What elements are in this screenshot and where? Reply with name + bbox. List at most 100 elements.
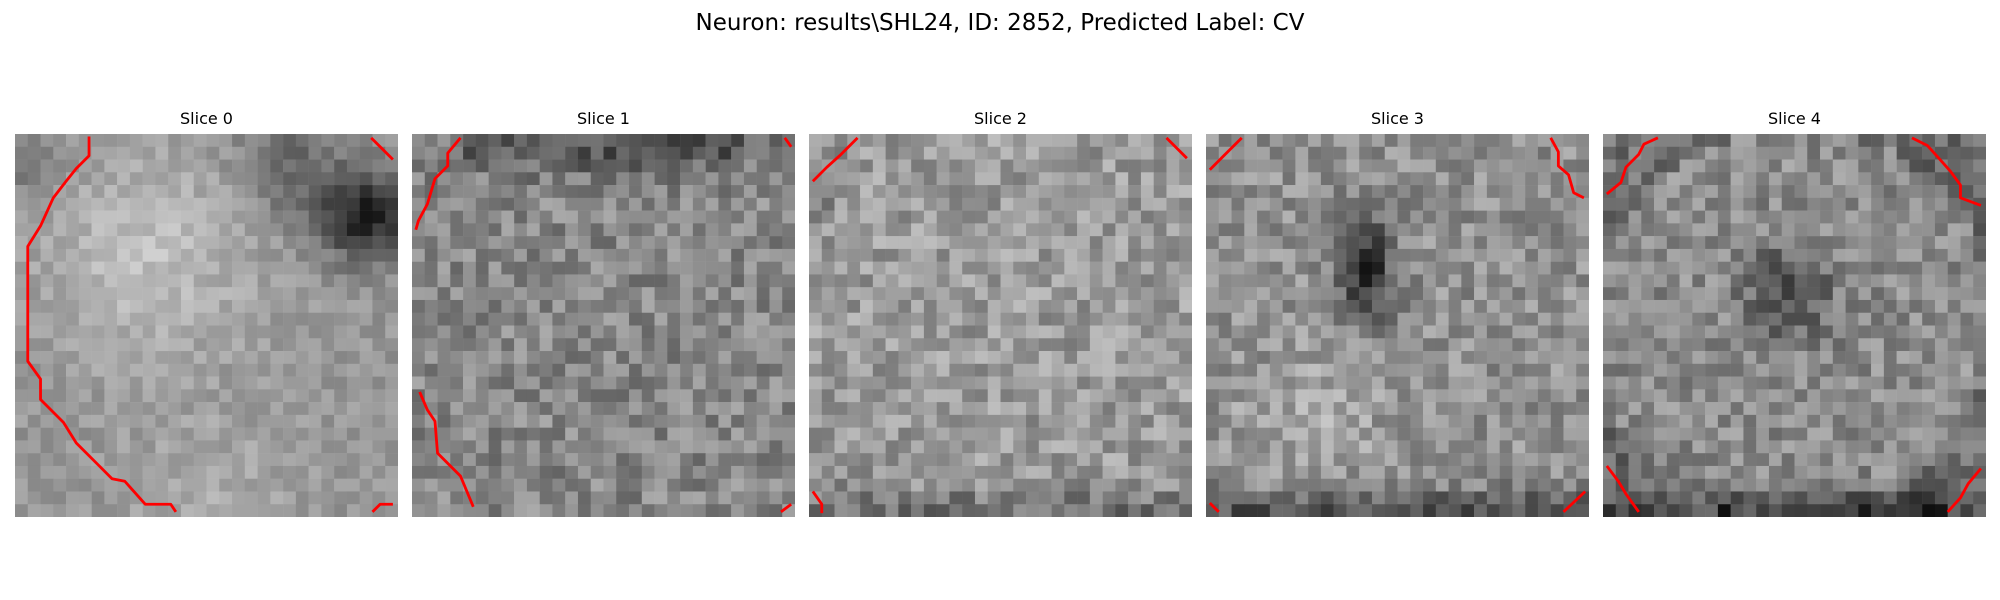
pixel	[834, 210, 848, 224]
pixel	[974, 325, 988, 339]
pixel	[847, 261, 861, 275]
pixel	[629, 185, 643, 199]
pixel	[872, 351, 886, 365]
pixel	[1410, 376, 1424, 390]
pixel	[898, 172, 912, 186]
pixel	[872, 465, 886, 479]
pixel	[1820, 312, 1834, 326]
pixel	[692, 146, 706, 160]
pixel	[1832, 465, 1846, 479]
pixel	[1410, 414, 1424, 428]
pixel	[641, 287, 655, 301]
pixel	[1858, 325, 1872, 339]
pixel	[1448, 223, 1462, 237]
pixel	[782, 338, 795, 352]
pixel	[667, 453, 681, 467]
pixel	[1768, 389, 1782, 403]
pixel	[40, 389, 54, 403]
pixel	[1537, 363, 1551, 377]
pixel	[1153, 172, 1167, 186]
pixel	[1333, 197, 1347, 211]
pixel	[142, 299, 156, 313]
pixel	[1244, 440, 1258, 454]
roi-contour-top-left	[1605, 136, 1659, 196]
pixel	[1909, 427, 1923, 441]
pixel	[1499, 159, 1513, 173]
pixel	[1525, 287, 1539, 301]
pixel	[385, 402, 398, 416]
pixel	[1717, 465, 1731, 479]
pixel	[539, 491, 553, 505]
pixel	[346, 414, 360, 428]
pixel	[860, 351, 874, 365]
pixel	[359, 363, 373, 377]
pixel	[1871, 338, 1885, 352]
pixel	[1038, 146, 1052, 160]
pixel	[1435, 427, 1449, 441]
pixel	[1051, 159, 1065, 173]
pixel	[1486, 363, 1500, 377]
pixel	[232, 172, 246, 186]
pixel	[692, 440, 706, 454]
pixel	[359, 338, 373, 352]
pixel	[1206, 197, 1220, 211]
pixel	[1000, 248, 1014, 262]
pixel	[1679, 402, 1693, 416]
pixel	[769, 261, 783, 275]
pixel	[1295, 261, 1309, 275]
pixel	[1883, 287, 1897, 301]
pixel	[193, 491, 207, 505]
pixel	[321, 299, 335, 313]
pixel	[168, 299, 182, 313]
pixel	[193, 299, 207, 313]
pixel	[1115, 453, 1129, 467]
pixel	[821, 440, 835, 454]
pixel	[590, 376, 604, 390]
pixel	[117, 210, 131, 224]
pixel	[847, 478, 861, 492]
pixel	[1922, 465, 1936, 479]
pixel	[1000, 185, 1014, 199]
pixel	[526, 363, 540, 377]
pixel	[1922, 491, 1936, 505]
pixel	[219, 402, 233, 416]
pixel	[1077, 185, 1091, 199]
pixel	[219, 172, 233, 186]
pixel	[1512, 146, 1526, 160]
pixel	[117, 376, 131, 390]
pixel	[1603, 402, 1617, 416]
pixel	[1896, 491, 1910, 505]
pixel	[475, 465, 489, 479]
pixel	[1320, 389, 1334, 403]
pixel	[1603, 146, 1617, 160]
pixel	[206, 261, 220, 275]
pixel	[692, 172, 706, 186]
pixel	[334, 134, 348, 148]
pixel	[629, 491, 643, 505]
pixel	[1781, 185, 1795, 199]
pixel	[206, 351, 220, 365]
pixel	[692, 402, 706, 416]
pixel	[1397, 287, 1411, 301]
pixel	[872, 248, 886, 262]
pixel	[308, 351, 322, 365]
pixel	[501, 363, 515, 377]
pixel	[1832, 261, 1846, 275]
pixel	[616, 376, 630, 390]
pixel	[359, 402, 373, 416]
pixel	[501, 287, 515, 301]
pixel	[1499, 312, 1513, 326]
pixel	[577, 134, 591, 148]
pixel	[526, 185, 540, 199]
pixel	[206, 134, 220, 148]
pixel	[1858, 312, 1872, 326]
pixel	[1435, 504, 1449, 517]
pixel	[1115, 185, 1129, 199]
pixel	[987, 287, 1001, 301]
pixel	[1115, 312, 1129, 326]
pixel	[359, 172, 373, 186]
pixel	[501, 134, 515, 148]
pixel	[1563, 389, 1577, 403]
pixel	[1435, 389, 1449, 403]
pixel	[1615, 351, 1629, 365]
